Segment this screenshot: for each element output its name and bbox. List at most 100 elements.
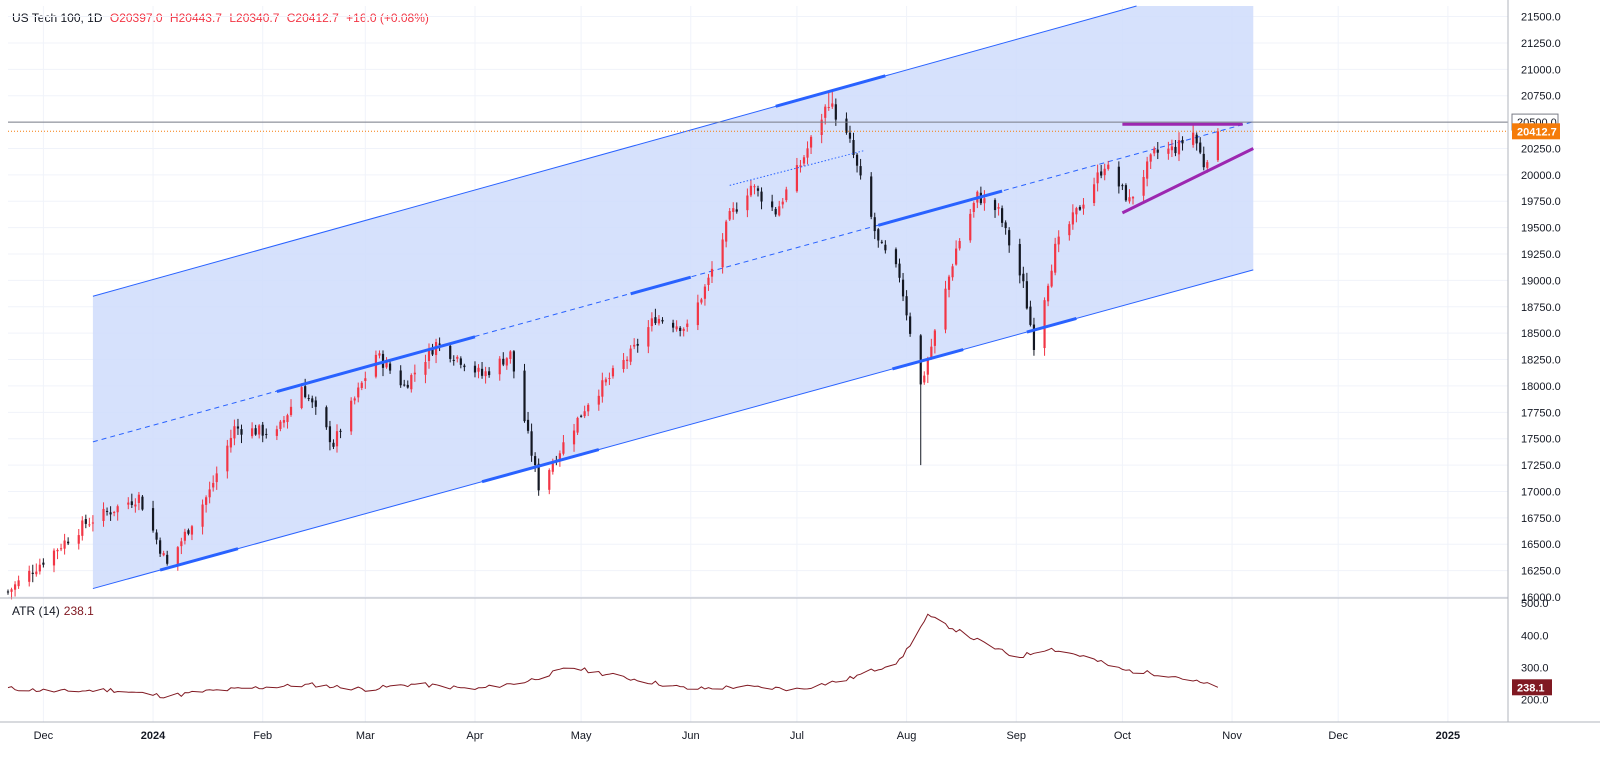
candle-body xyxy=(802,157,806,164)
candle-body xyxy=(286,415,289,423)
candle-body xyxy=(1004,222,1007,229)
candle-body xyxy=(233,426,236,439)
candle-body xyxy=(735,209,738,212)
triangle-bottom-line xyxy=(1121,147,1254,215)
candle-body xyxy=(176,547,179,565)
candle-body xyxy=(983,198,986,204)
x-tick-label: Dec xyxy=(1328,730,1348,742)
candle-body xyxy=(572,430,576,445)
candle-body xyxy=(647,327,650,347)
candle-body xyxy=(1206,162,1209,168)
candle-body xyxy=(679,327,682,331)
candle-body xyxy=(972,202,975,212)
candle-body xyxy=(431,349,434,355)
candle-body xyxy=(1216,131,1220,161)
atr-y-tick-label: 300.0 xyxy=(1521,662,1549,674)
candle-body xyxy=(275,429,278,436)
candle-body xyxy=(1103,168,1106,176)
y-tick-label: 18500.0 xyxy=(1521,328,1561,340)
candle-body xyxy=(1029,306,1032,325)
touch-segment xyxy=(630,275,692,296)
candle-body xyxy=(880,241,883,243)
candle-body xyxy=(597,395,600,405)
candle-body xyxy=(17,580,20,587)
candle-body xyxy=(212,482,215,488)
candle-body xyxy=(127,502,130,505)
x-tick-label: Oct xyxy=(1114,730,1131,742)
y-tick-label: 18000.0 xyxy=(1521,381,1561,393)
candle-body xyxy=(756,188,760,191)
high-label: H xyxy=(169,11,179,25)
candle-body xyxy=(905,296,908,316)
candle-body xyxy=(10,589,13,592)
candle-body xyxy=(357,387,360,398)
candle-body xyxy=(307,398,310,400)
candle-body xyxy=(926,359,929,375)
candle-body xyxy=(845,118,848,133)
candle-body xyxy=(969,213,972,241)
touch-segment xyxy=(877,189,1003,227)
last-price-tag-label: 20412.7 xyxy=(1517,126,1557,138)
candle-body xyxy=(116,506,119,513)
candle-body xyxy=(166,554,169,564)
candle-body xyxy=(38,564,41,572)
candle-body xyxy=(696,302,699,326)
candle-body xyxy=(1117,166,1120,187)
candle-body xyxy=(325,407,328,428)
candle-body xyxy=(657,318,661,324)
candle-body xyxy=(530,431,533,456)
candle-body xyxy=(686,323,689,327)
candle-body xyxy=(261,424,264,436)
y-tick-label: 20000.0 xyxy=(1521,170,1561,182)
candle-body xyxy=(523,370,526,422)
candle-body xyxy=(1156,149,1159,153)
candle-body xyxy=(6,591,10,593)
y-tick-label: 19750.0 xyxy=(1521,196,1561,208)
candle-body xyxy=(459,358,462,365)
candle-body xyxy=(265,433,268,435)
candle-body xyxy=(809,136,813,148)
y-tick-label: 17750.0 xyxy=(1521,407,1561,419)
candle-body xyxy=(282,420,286,423)
atr-name: ATR (14) xyxy=(12,604,60,618)
y-tick-label: 19250.0 xyxy=(1521,249,1561,261)
candle-body xyxy=(587,404,590,412)
y-tick-label: 20250.0 xyxy=(1521,143,1561,155)
touch-segment xyxy=(775,74,886,108)
candle-body xyxy=(1043,300,1046,349)
y-tick-label: 19000.0 xyxy=(1521,275,1561,287)
candle-body xyxy=(749,185,753,196)
candle-body xyxy=(1018,244,1021,276)
y-tick-label: 16250.0 xyxy=(1521,566,1561,578)
candle-body xyxy=(604,379,607,383)
candle-body xyxy=(852,140,855,155)
candle-body xyxy=(834,104,837,120)
last-price-tag xyxy=(1512,123,1560,140)
candle-body xyxy=(137,494,140,503)
candle-body xyxy=(526,419,530,431)
candle-body xyxy=(399,370,402,386)
candle-body xyxy=(328,426,332,443)
candle-body xyxy=(859,166,862,176)
candle-body xyxy=(534,456,537,466)
channel-fill xyxy=(92,6,1254,589)
y-tick-label: 16000.0 xyxy=(1521,592,1561,604)
atr-line xyxy=(7,613,1219,699)
touch-segment xyxy=(481,448,600,484)
candle-body xyxy=(424,362,427,375)
candle-body xyxy=(558,453,561,461)
candle-body xyxy=(1131,197,1135,199)
candle-body xyxy=(601,380,604,397)
candle-body xyxy=(955,248,958,265)
candle-body xyxy=(1174,146,1177,154)
atr-pane xyxy=(0,597,1508,699)
candle-body xyxy=(1170,146,1174,151)
y-tick-label: 17500.0 xyxy=(1521,434,1561,446)
open-label: O xyxy=(109,11,120,25)
candle-body xyxy=(1054,243,1057,273)
candle-body xyxy=(1149,154,1152,162)
candle-body xyxy=(473,365,477,373)
candle-body xyxy=(159,540,162,554)
candle-body xyxy=(304,386,307,398)
